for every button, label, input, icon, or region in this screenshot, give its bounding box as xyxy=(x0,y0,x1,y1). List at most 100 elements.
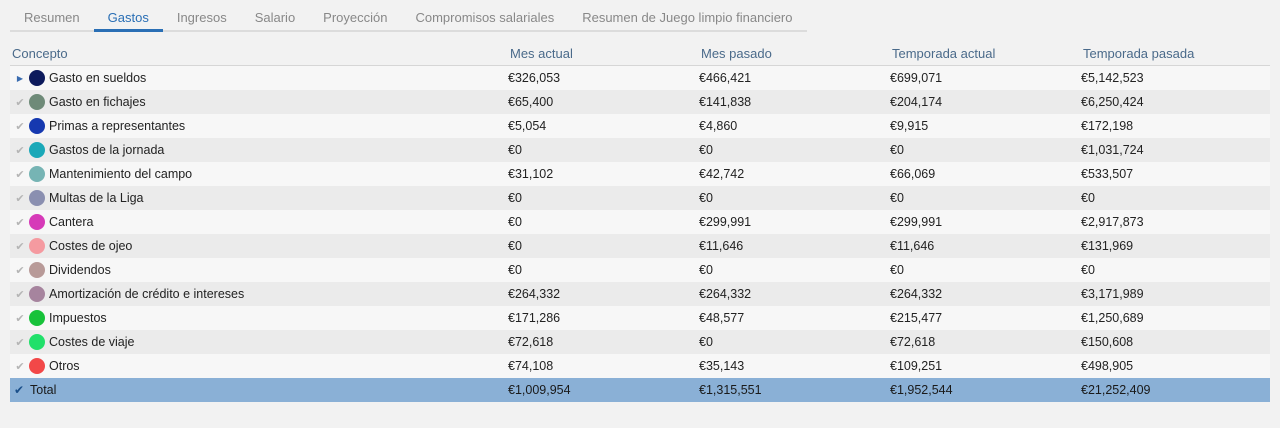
concept-label: Dividendos xyxy=(49,263,111,277)
total-temporada-actual: €1,952,544 xyxy=(890,383,953,397)
expenses-table: Concepto Mes actual Mes pasado Temporada… xyxy=(10,41,1270,402)
table-body: ▶ Gasto en sueldos €326,053 €466,421 €699,07… xyxy=(10,66,1270,378)
cell-mes-actual: €0 xyxy=(508,191,522,205)
check-icon[interactable]: ✔ xyxy=(15,120,25,133)
cell-mes-actual: €31,102 xyxy=(508,167,554,181)
color-swatch xyxy=(29,70,45,86)
tab-resumen-juego-limpio[interactable]: Resumen de Juego limpio financiero xyxy=(582,10,793,25)
table-row[interactable]: ✔ Otros €74,108 €35,143 €109,251 €498,905 xyxy=(10,354,1270,378)
concept-label: Otros xyxy=(49,359,80,373)
tab-ingresos[interactable]: Ingresos xyxy=(176,10,227,25)
check-icon[interactable]: ✔ xyxy=(15,144,25,157)
cell-mes-pasado: €0 xyxy=(699,143,713,157)
color-swatch xyxy=(29,94,45,110)
cell-mes-actual: €72,618 xyxy=(508,335,554,349)
check-icon[interactable]: ✔ xyxy=(15,288,25,301)
cell-mes-actual: €65,400 xyxy=(508,95,554,109)
table-row[interactable]: ✔ Cantera €0 €299,991 €299,991 €2,917,873 xyxy=(10,210,1270,234)
table-row[interactable]: ✔ Costes de viaje €72,618 €0 €72,618 €150,608 xyxy=(10,330,1270,354)
header-mes-actual[interactable]: Mes actual xyxy=(510,45,573,61)
check-icon[interactable]: ✔ xyxy=(15,192,25,205)
cell-mes-pasado: €35,143 xyxy=(699,359,745,373)
cell-temporada-actual: €699,071 xyxy=(890,71,943,85)
header-concepto[interactable]: Concepto xyxy=(12,45,68,61)
tab-resumen[interactable]: Resumen xyxy=(24,10,80,25)
cell-temporada-actual: €299,991 xyxy=(890,215,943,229)
check-icon[interactable]: ✔ xyxy=(15,168,25,181)
tab-salario[interactable]: Salario xyxy=(254,10,296,25)
table-row[interactable]: ✔ Multas de la Liga €0 €0 €0 €0 xyxy=(10,186,1270,210)
cell-temporada-actual: €72,618 xyxy=(890,335,936,349)
cell-mes-actual: €264,332 xyxy=(508,287,561,301)
color-swatch xyxy=(29,118,45,134)
color-swatch xyxy=(29,358,45,374)
cell-temporada-pasada: €498,905 xyxy=(1081,359,1134,373)
cell-mes-actual: €326,053 xyxy=(508,71,561,85)
check-icon[interactable]: ✔ xyxy=(15,360,25,373)
color-swatch xyxy=(29,214,45,230)
cell-mes-pasado: €141,838 xyxy=(699,95,752,109)
concept-label: Multas de la Liga xyxy=(49,191,144,205)
color-swatch xyxy=(29,238,45,254)
total-temporada-pasada: €21,252,409 xyxy=(1081,383,1151,397)
cell-mes-pasado: €466,421 xyxy=(699,71,752,85)
cell-temporada-pasada: €3,171,989 xyxy=(1081,287,1144,301)
check-icon[interactable]: ✔ xyxy=(15,216,25,229)
check-icon[interactable]: ✔ xyxy=(15,96,25,109)
check-icon[interactable]: ✔ xyxy=(15,264,25,277)
table-row[interactable]: ✔ Impuestos €171,286 €48,577 €215,477 €1,250,… xyxy=(10,306,1270,330)
table-row[interactable]: ✔ Dividendos €0 €0 €0 €0 xyxy=(10,258,1270,282)
cell-temporada-actual: €0 xyxy=(890,191,904,205)
color-swatch xyxy=(29,142,45,158)
total-mes-actual: €1,009,954 xyxy=(508,383,571,397)
check-icon[interactable]: ✔ xyxy=(15,240,25,253)
table-header: Concepto Mes actual Mes pasado Temporada… xyxy=(10,41,1270,66)
color-swatch xyxy=(29,310,45,326)
cell-temporada-pasada: €0 xyxy=(1081,263,1095,277)
concept-label: Cantera xyxy=(49,215,94,229)
check-icon: ✔ xyxy=(13,383,25,397)
header-mes-pasado[interactable]: Mes pasado xyxy=(701,45,772,61)
concept-label: Costes de ojeo xyxy=(49,239,133,253)
cell-temporada-pasada: €131,969 xyxy=(1081,239,1134,253)
cell-temporada-pasada: €172,198 xyxy=(1081,119,1134,133)
cell-temporada-pasada: €1,031,724 xyxy=(1081,143,1144,157)
cell-temporada-pasada: €1,250,689 xyxy=(1081,311,1144,325)
table-row[interactable]: ✔ Gasto en fichajes €65,400 €141,838 €204,17… xyxy=(10,90,1270,114)
tab-gastos[interactable]: Gastos xyxy=(93,10,164,32)
table-row[interactable]: ✔ Amortización de crédito e intereses €264… xyxy=(10,282,1270,306)
cell-mes-actual: €74,108 xyxy=(508,359,554,373)
cell-temporada-actual: €11,646 xyxy=(890,239,935,253)
cell-mes-actual: €0 xyxy=(508,143,522,157)
triangle-right-icon[interactable]: ▶ xyxy=(16,73,24,83)
cell-mes-actual: €0 xyxy=(508,263,522,277)
total-label: Total xyxy=(30,383,57,397)
table-row[interactable]: ✔ Costes de ojeo €0 €11,646 €11,646 €131,969 xyxy=(10,234,1270,258)
cell-temporada-actual: €204,174 xyxy=(890,95,943,109)
concept-label: Amortización de crédito e intereses xyxy=(49,287,245,301)
cell-temporada-actual: €264,332 xyxy=(890,287,943,301)
cell-mes-pasado: €11,646 xyxy=(699,239,744,253)
cell-mes-pasado: €4,860 xyxy=(699,119,738,133)
header-temporada-actual[interactable]: Temporada actual xyxy=(892,45,996,61)
cell-mes-pasado: €0 xyxy=(699,191,713,205)
check-icon[interactable]: ✔ xyxy=(15,336,25,349)
cell-temporada-pasada: €150,608 xyxy=(1081,335,1134,349)
cell-mes-pasado: €0 xyxy=(699,263,713,277)
cell-temporada-pasada: €5,142,523 xyxy=(1081,71,1144,85)
table-row[interactable]: ✔ Gastos de la jornada €0 €0 €0 €1,031,724 xyxy=(10,138,1270,162)
table-row[interactable]: ✔ Mantenimiento del campo €31,102 €42,742 €6… xyxy=(10,162,1270,186)
color-swatch xyxy=(29,286,45,302)
concept-label: Impuestos xyxy=(49,311,107,325)
concept-label: Mantenimiento del campo xyxy=(49,167,193,181)
tab-compromisos-salariales[interactable]: Compromisos salariales xyxy=(415,10,555,25)
total-mes-pasado: €1,315,551 xyxy=(699,383,762,397)
table-row[interactable]: ✔ Primas a representantes €5,054 €4,860 €9,9… xyxy=(10,114,1270,138)
cell-mes-pasado: €0 xyxy=(699,335,713,349)
check-icon[interactable]: ✔ xyxy=(15,312,25,325)
header-temporada-pasada[interactable]: Temporada pasada xyxy=(1083,45,1195,61)
table-row[interactable]: ▶ Gasto en sueldos €326,053 €466,421 €699,07… xyxy=(10,66,1270,90)
color-swatch xyxy=(29,190,45,206)
tab-proyeccion[interactable]: Proyección xyxy=(323,10,388,25)
concept-label: Gasto en sueldos xyxy=(49,71,147,85)
